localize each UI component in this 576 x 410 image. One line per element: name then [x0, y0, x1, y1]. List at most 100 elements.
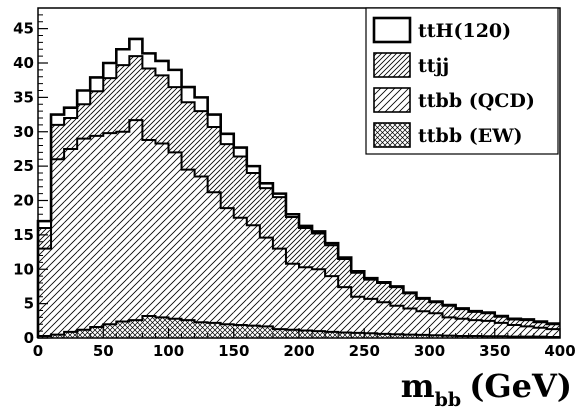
histogram-bar	[299, 330, 313, 338]
histogram-bar	[129, 120, 143, 321]
histogram-bar	[194, 322, 208, 338]
histogram-bar	[390, 334, 404, 338]
legend-label-ttbb-qcd: ttbb (QCD)	[418, 90, 535, 112]
histogram-bar	[233, 324, 247, 338]
histogram-bar	[377, 333, 391, 338]
legend-swatch-ttbb-qcd	[373, 87, 411, 113]
histogram-bar	[468, 320, 482, 336]
histogram-bar	[246, 173, 260, 226]
histogram-bar	[116, 65, 130, 132]
histogram-bar	[364, 279, 378, 299]
histogram-bar	[168, 318, 182, 338]
x-axis-symbol: m	[401, 367, 435, 405]
histogram-bar	[155, 317, 169, 338]
histogram-bar	[142, 68, 156, 140]
series-ttbb-qcd	[38, 120, 560, 337]
x-tick-label: 200	[283, 342, 314, 360]
histogram-bar	[507, 324, 521, 337]
histogram-bar	[403, 308, 417, 335]
histogram-bar	[181, 169, 195, 321]
histogram-bar	[207, 114, 221, 127]
histogram-bar	[429, 335, 443, 338]
histogram-bar	[51, 114, 65, 125]
histogram-bar	[481, 320, 495, 337]
histogram-bar	[64, 118, 78, 149]
histogram-bar	[38, 248, 52, 336]
histogram-bar	[181, 102, 195, 170]
histogram-bar	[272, 193, 286, 198]
histogram-bar	[377, 302, 391, 334]
histogram-bar	[259, 183, 273, 189]
y-tick-label: 0	[24, 329, 34, 347]
histogram-bar	[220, 133, 234, 145]
x-tick-label: 150	[218, 342, 249, 360]
histogram-bar	[285, 263, 299, 330]
y-tick-label: 5	[24, 295, 34, 313]
histogram-bar	[64, 331, 78, 338]
legend-swatch-tth-120	[372, 16, 412, 44]
histogram-bar	[90, 135, 104, 327]
legend-label-tth-120: ttH(120)	[418, 20, 511, 42]
histogram-bar	[168, 69, 182, 88]
histogram-bar	[168, 152, 182, 319]
histogram-bar	[351, 272, 365, 297]
histogram-bar	[429, 313, 443, 336]
series-tth-120	[38, 38, 560, 325]
histogram-bar	[468, 335, 482, 338]
histogram-bar	[390, 287, 404, 306]
histogram-bar	[364, 333, 378, 338]
histogram-bar	[168, 87, 182, 153]
histogram-bar	[416, 334, 430, 338]
histogram-bar	[220, 144, 234, 209]
histogram-bar	[259, 237, 273, 327]
histogram-bar	[442, 317, 456, 336]
histogram-bar	[142, 316, 156, 338]
histogram-bar	[129, 38, 143, 57]
histogram-bar	[455, 309, 469, 319]
series-ttjj	[38, 56, 560, 330]
histogram-bar	[142, 140, 156, 316]
histogram-bar	[259, 188, 273, 238]
histogram-bar	[325, 276, 339, 332]
axes: 0 5 10 15 20 25 30 35 40 45 0 50 100 150 200 250 300 350 4…	[13, 7, 576, 360]
step-line	[37, 119, 560, 338]
histogram-bar	[494, 316, 508, 323]
y-tick-label: 35	[13, 88, 34, 106]
histogram-bar	[285, 217, 299, 264]
histogram-bar	[103, 78, 117, 134]
histogram-bar	[429, 302, 443, 314]
histogram-bar	[103, 324, 117, 338]
histogram-bar	[507, 319, 521, 325]
histogram-bar	[546, 324, 560, 330]
histogram-bar	[77, 138, 91, 330]
legend-label-ttbb-ew: ttbb (EW)	[418, 125, 523, 147]
y-tick-label: 20	[13, 192, 34, 210]
histogram-bar	[103, 63, 117, 79]
histogram-bar	[207, 192, 221, 323]
y-tick-label: 40	[13, 54, 34, 72]
histogram-bar	[220, 324, 234, 338]
histogram-bar	[403, 293, 417, 309]
x-tick-label: 100	[153, 342, 184, 360]
histogram-bar	[351, 332, 365, 338]
histogram-bar	[455, 335, 469, 338]
histogram-bar	[259, 326, 273, 338]
histogram-bar	[233, 147, 247, 157]
series-ttbb-ew	[38, 316, 560, 338]
histogram-bar	[325, 245, 339, 277]
histogram-bar	[246, 225, 260, 326]
histogram-bar	[155, 60, 169, 76]
histogram-bar	[90, 77, 104, 92]
histogram-bar	[90, 327, 104, 338]
histogram-bar	[51, 334, 65, 338]
histogram-bar	[442, 335, 456, 338]
histogram-bar	[299, 228, 313, 268]
histogram-bar	[116, 131, 130, 322]
x-axis-subscript: bb	[435, 389, 462, 410]
histogram-bar	[207, 126, 221, 193]
legend-swatch-ttjj	[373, 52, 411, 78]
histogram-bar	[194, 176, 208, 323]
histogram-bar	[272, 329, 286, 338]
histogram-bar	[51, 124, 65, 160]
histogram-bar	[520, 320, 534, 327]
